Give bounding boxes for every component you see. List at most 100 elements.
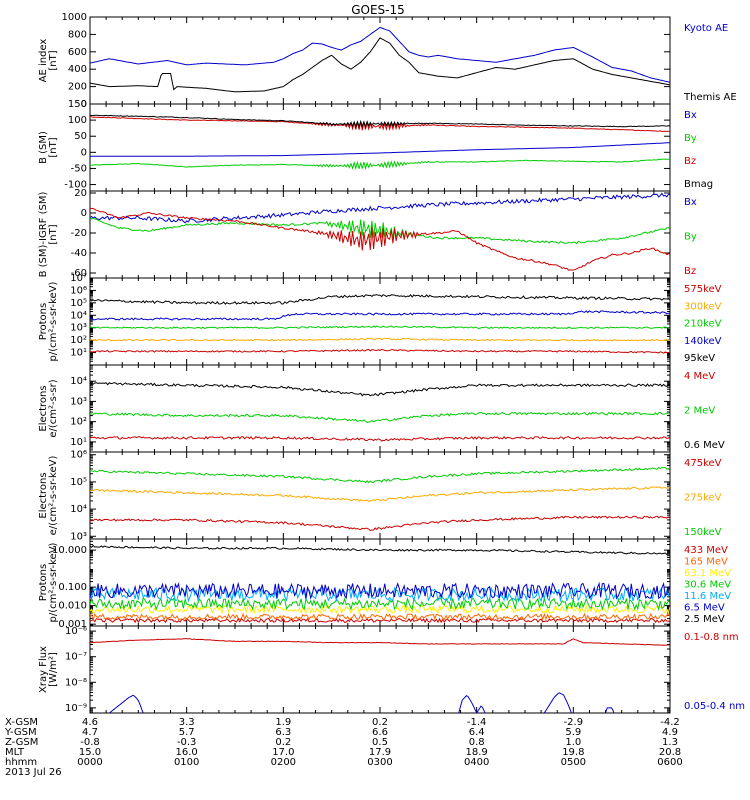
legend-label: Bz — [684, 156, 696, 167]
y-axis-unit: p/(cm²-s-sr-keV) — [48, 281, 59, 361]
y-tick-label: 20 — [74, 188, 87, 199]
footer-value: -4.2 — [660, 717, 680, 728]
footer-value: 18.9 — [466, 747, 488, 758]
series-bigrf-2 — [90, 207, 670, 271]
series-protons2-5 — [90, 581, 670, 600]
y-axis-label: Protons — [38, 564, 49, 601]
y-tick-label: 10⁷ — [70, 273, 87, 284]
y-tick-label: 0 — [81, 147, 87, 158]
footer-row-label: Y-GSM — [4, 727, 37, 738]
panel-electrons1: 10¹ 10² 10³ 10⁴ Electrons e/(cm²-s-sr) 4 MeV 2 … — [38, 364, 725, 453]
footer-value: -1.4 — [467, 717, 487, 728]
y-tick-label: 0 — [81, 208, 87, 219]
y-tick-label: 10³ — [70, 531, 87, 542]
footer-value: 4.7 — [82, 727, 98, 738]
series-xray-0 — [90, 638, 670, 646]
series-bigrf-1 — [90, 217, 670, 245]
series-protons1-4 — [90, 294, 670, 305]
y-axis-unit: p/(cm²-s-sr-keV) — [48, 542, 59, 622]
y-axis-unit: [W/m²] — [48, 652, 59, 687]
legend-label: 433 MeV — [684, 545, 728, 556]
y-tick-label: 0 — [81, 99, 87, 110]
y-tick-label: 10¹ — [70, 437, 87, 448]
footer-value: 15.0 — [79, 747, 101, 758]
y-tick-label: 10⁻⁸ — [65, 677, 87, 688]
footer-value: 1.0 — [565, 737, 581, 748]
footer-value: 0100 — [174, 757, 199, 768]
y-axis-label: Electrons — [38, 472, 49, 518]
y-tick-label: 10.000 — [52, 545, 87, 556]
y-tick-label: 10² — [70, 417, 87, 428]
series-bsm-3 — [90, 114, 670, 129]
series-bsm-0 — [90, 142, 670, 157]
legend-label: By — [684, 232, 697, 243]
y-axis-label: B (SM)-IGRF (SM) — [38, 192, 49, 278]
legend-label: 63.1 MeV — [684, 568, 731, 579]
footer-value: 0000 — [77, 757, 102, 768]
legend-label: Bx — [684, 197, 697, 208]
y-tick-label: 10⁻⁷ — [65, 652, 87, 663]
legend-label: Kyoto AE — [684, 23, 728, 34]
y-tick-label: 10³ — [70, 323, 87, 334]
footer-value: 16.0 — [176, 747, 198, 758]
y-tick-label: 10¹ — [70, 348, 87, 359]
footer-value: 6.3 — [275, 727, 291, 738]
y-tick-label: 10⁴ — [70, 310, 87, 321]
y-tick-label: 0.010 — [58, 601, 87, 612]
y-tick-label: 200 — [68, 82, 87, 93]
legend-label: By — [684, 133, 697, 144]
footer-row-label: Z-GSM — [5, 737, 38, 748]
y-tick-label: 10² — [70, 335, 87, 346]
footer-value: 0600 — [657, 757, 682, 768]
chart-title: GOES-15 — [351, 3, 405, 17]
footer-value: 5.7 — [179, 727, 195, 738]
footer-value: 3.3 — [179, 717, 195, 728]
legend-label: 4 MeV — [684, 371, 715, 382]
y-axis-unit: [nT] — [48, 137, 59, 157]
y-axis-label: Electrons — [38, 385, 49, 431]
panel-frame — [89, 16, 671, 105]
y-axis-unit: e/(cm²-s-sr) — [48, 379, 59, 437]
y-tick-label: 10⁵ — [70, 477, 87, 488]
footer-row-label: X-GSM — [5, 717, 38, 728]
legend-label: 300keV — [684, 301, 722, 312]
legend-label: 0.05-0.4 nm — [684, 701, 745, 712]
y-axis-label: Xray Flux — [38, 646, 49, 693]
footer-value: 17.0 — [272, 747, 294, 758]
y-axis-unit: e/(cm²-s-sr-keV) — [48, 456, 59, 536]
series-electrons2-2 — [90, 466, 670, 484]
legend-label: Themis AE — [683, 92, 737, 103]
footer-value: 0.8 — [469, 737, 485, 748]
legend-label: 275keV — [684, 493, 722, 504]
footer-value: 0.5 — [372, 737, 388, 748]
panel-ae: 0 200 400 600 800 1000 AE index [nT] Kyoto AE The… — [38, 12, 737, 110]
panel-bsm: -100 -50 0 50 100 150 B (SM) [nT] Bx By Bz Bmag — [38, 99, 713, 192]
series-bsm-1 — [90, 158, 670, 171]
y-tick-label: 10⁶ — [70, 450, 87, 461]
series-protons2-1 — [90, 612, 670, 621]
legend-label: 150keV — [684, 527, 722, 538]
y-tick-label: 0.100 — [58, 582, 87, 593]
series-electrons1-1 — [90, 411, 670, 424]
legend-label: 6.5 MeV — [684, 603, 725, 614]
footer-value: 0.2 — [372, 717, 388, 728]
legend-label: Bmag — [684, 179, 713, 190]
footer-value: 0500 — [561, 757, 586, 768]
panel-bigrf: -60 -40 -20 0 20 B (SM)-IGRF (SM) [nT] Bx By Bz — [38, 188, 697, 279]
series-bsm-2 — [90, 116, 670, 132]
y-tick-label: 150 — [68, 99, 87, 110]
legend-label: 2.5 MeV — [684, 614, 725, 625]
panel-frame — [89, 538, 671, 627]
legend-label: 95keV — [684, 353, 715, 364]
series-bigrf-0 — [90, 192, 670, 224]
series-electrons1-0 — [90, 435, 670, 442]
series-protons1-2 — [90, 325, 670, 330]
y-axis-unit: [nT] — [48, 50, 59, 70]
legend-label: 11.6 MeV — [684, 591, 731, 602]
footer-value: 19.8 — [562, 747, 584, 758]
y-tick-label: -100 — [64, 180, 87, 191]
y-axis-label: B (SM) — [38, 131, 49, 164]
date-label: 2013 Jul 26 — [5, 767, 62, 778]
